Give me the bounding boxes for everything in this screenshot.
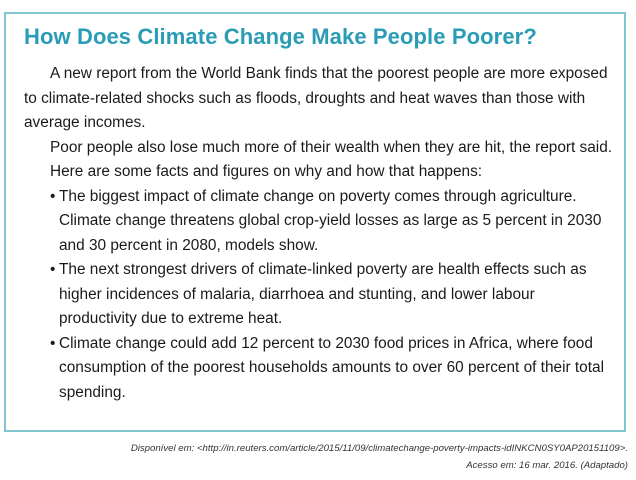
facts-list: • The biggest impact of climate change o…	[24, 185, 614, 406]
list-item: • The next strongest drivers of climate-…	[50, 258, 614, 332]
list-item: • The biggest impact of climate change o…	[50, 185, 614, 259]
article-body: A new report from the World Bank finds t…	[24, 62, 614, 405]
access-date: Acesso em: 16 mar. 2016. (Adaptado)	[466, 460, 628, 471]
source-url: Disponível em: <http://in.reuters.com/ar…	[130, 443, 628, 454]
bullet-icon: •	[50, 334, 56, 352]
bullet-icon: •	[50, 187, 56, 205]
list-item-text: The next strongest drivers of climate-li…	[59, 261, 587, 327]
source-citation: Disponível em: <http://in.reuters.com/ar…	[131, 440, 628, 474]
paragraph-lead-in: Here are some facts and figures on why a…	[50, 163, 483, 180]
paragraph-wealth: Poor people also lose much more of their…	[50, 138, 613, 156]
list-item: • Climate change could add 12 percent to…	[50, 332, 614, 406]
article-box: How Does Climate Change Make People Poor…	[4, 12, 626, 432]
list-item-text: The biggest impact of climate change on …	[59, 187, 602, 254]
paragraph-intro: A new report from the World Bank finds t…	[24, 65, 608, 131]
list-item-text: Climate change could add 12 percent to 2…	[59, 334, 604, 401]
article-title: How Does Climate Change Make People Poor…	[24, 24, 537, 49]
bullet-icon: •	[50, 261, 56, 278]
